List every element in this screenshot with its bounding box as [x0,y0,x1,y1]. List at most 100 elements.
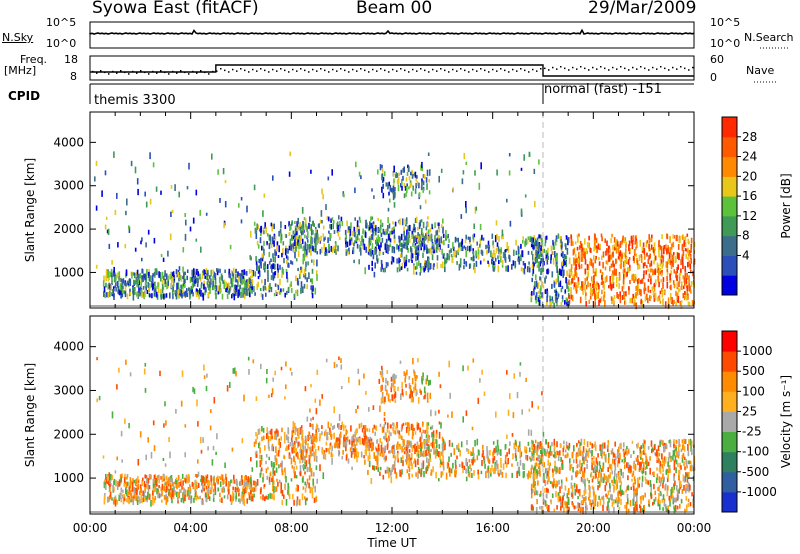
power-echo-cell [650,237,653,243]
power-echo-cell [590,248,592,253]
power-echo-cell [172,271,175,278]
velocity-echo-cell [304,481,306,486]
power-echo-cell [337,245,339,252]
power-echo-cell [654,292,657,299]
velocity-echo-cell [495,445,497,453]
velocity-echo-cell [217,487,219,492]
velocity-echo-cell [300,449,303,456]
power-echo-cell [354,231,357,237]
velocity-echo-cell [312,439,314,443]
power-echo-cell [304,234,306,239]
nave-point [448,71,450,73]
power-echo-cell [105,282,107,288]
power-echo-cell [320,210,323,217]
power-echo-cell [400,169,403,175]
nave-point [148,73,150,75]
power-echo-cell [405,240,408,246]
power-echo-cell [597,243,600,250]
power-echo-cell [539,251,542,257]
power-echo-cell [301,207,304,214]
power-echo-cell [108,243,111,249]
power-echo-cell [654,279,657,285]
velocity-echo-cell [297,453,299,457]
velocity-echo-cell [527,473,529,480]
power-echo-cell [264,261,266,267]
velocity-echo-cell [632,450,635,454]
nave-point [452,68,454,71]
velocity-echo-cell [295,465,298,470]
power-echo-cell [613,263,615,268]
velocity-echo-cell [321,431,323,436]
power-echo-cell [546,291,549,298]
power-echo-cell [370,216,372,222]
power-echo-cell [504,256,507,263]
velocity-echo-layer [96,356,696,515]
velocity-echo-cell [435,446,437,454]
power-echo-cell [630,236,633,244]
velocity-echo-cell [296,496,299,500]
velocity-echo-cell [275,429,278,436]
power-echo-cell [666,233,668,239]
power-echo-cell [95,264,98,269]
velocity-echo-cell [599,465,602,470]
velocity-echo-cell [297,441,299,448]
velocity-echo-cell [394,468,396,474]
power-echo-cell [410,191,413,197]
power-echo-cell [683,240,686,247]
velocity-echo-cell [314,485,316,493]
power-echo-cell [387,217,389,224]
nave-point [600,66,602,68]
velocity-echo-cell [552,471,554,478]
power-echo-cell [611,284,613,289]
power-echo-cell [268,288,271,293]
power-echo-cell [578,245,581,250]
power-echo-cell [393,178,395,184]
power-echo-cell [624,259,626,266]
power-echo-cell [661,288,663,292]
power-echo-cell [518,256,520,260]
velocity-echo-cell [390,432,392,437]
velocity-echo-cell [120,497,122,503]
power-echo-cell [286,277,289,283]
velocity-echo-cell [363,438,365,446]
velocity-echo-cell [539,455,541,462]
nave-point [232,68,234,71]
velocity-echo-cell [486,468,489,473]
power-echo-cell [370,240,372,244]
velocity-echo-cell [607,440,610,445]
velocity-echo-cell [374,455,377,462]
power-echo-cell [176,289,178,295]
velocity-echo-cell [596,461,599,466]
power-echo-cell [207,278,210,283]
power-echo-cell [564,243,567,247]
power-echo-cell [541,239,544,247]
power-echo-cell [289,151,291,157]
power-echo-cell [128,278,131,283]
nave-point [552,66,554,69]
velocity-echo-cell [106,479,109,484]
power-echo-cell [584,251,586,258]
velocity-echo-cell [157,492,159,499]
velocity-echo-cell [561,483,563,489]
power-echo-cell [581,255,584,262]
power-echo-cell [409,224,411,232]
velocity-echo-cell [311,433,314,437]
power-echo-cell [260,257,262,264]
velocity-echo-cell [163,477,165,482]
velocity-echo-cell [623,453,626,458]
power-echo-cell [263,248,265,256]
power-echo-cell [214,282,217,287]
power-echo-cell [195,291,198,297]
velocity-echo-cell [414,431,417,435]
power-echo-cell [410,234,413,239]
velocity-echo-cell [271,477,273,483]
power-echo-cell [345,251,348,256]
velocity-echo-cell [214,487,217,492]
power-echo-cell [258,270,261,277]
power-echo-cell [417,232,419,238]
velocity-echo-cell [187,486,190,492]
velocity-echo-cell [667,485,669,491]
nave-point [612,66,614,69]
power-echo-cell [518,258,521,265]
power-echo-cell [392,221,394,225]
